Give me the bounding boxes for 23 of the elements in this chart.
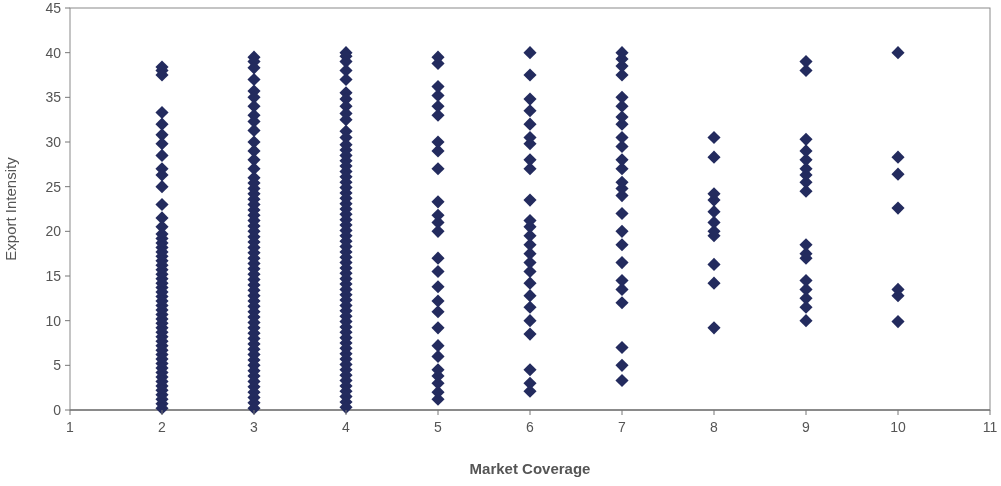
x-tick-label: 7 (618, 419, 627, 435)
x-tick-label: 4 (342, 419, 351, 435)
y-tick-label: 20 (45, 223, 62, 240)
y-tick-label: 10 (45, 312, 62, 329)
y-tick-label: 35 (45, 89, 62, 106)
x-tick-label: 2 (158, 419, 167, 435)
y-tick-label: 0 (53, 401, 62, 418)
x-tick-label: 8 (710, 419, 719, 435)
x-tick-label: 9 (802, 419, 811, 435)
y-tick-label: 5 (53, 357, 62, 374)
y-tick-label: 45 (45, 0, 62, 16)
y-tick-label: 25 (45, 178, 62, 195)
x-tick-label: 5 (434, 419, 443, 435)
y-tick-label: 30 (45, 133, 62, 150)
y-axis-title: Export Intensity (2, 156, 19, 261)
x-tick-label: 3 (250, 419, 259, 435)
y-tick-label: 15 (45, 267, 62, 284)
x-tick-label: 6 (526, 419, 535, 435)
x-tick-label: 11 (982, 419, 998, 435)
x-tick-label: 1 (66, 419, 75, 435)
x-tick-label: 10 (890, 419, 906, 435)
x-axis-title: Market Coverage (469, 460, 591, 477)
y-tick-label: 40 (45, 44, 62, 61)
